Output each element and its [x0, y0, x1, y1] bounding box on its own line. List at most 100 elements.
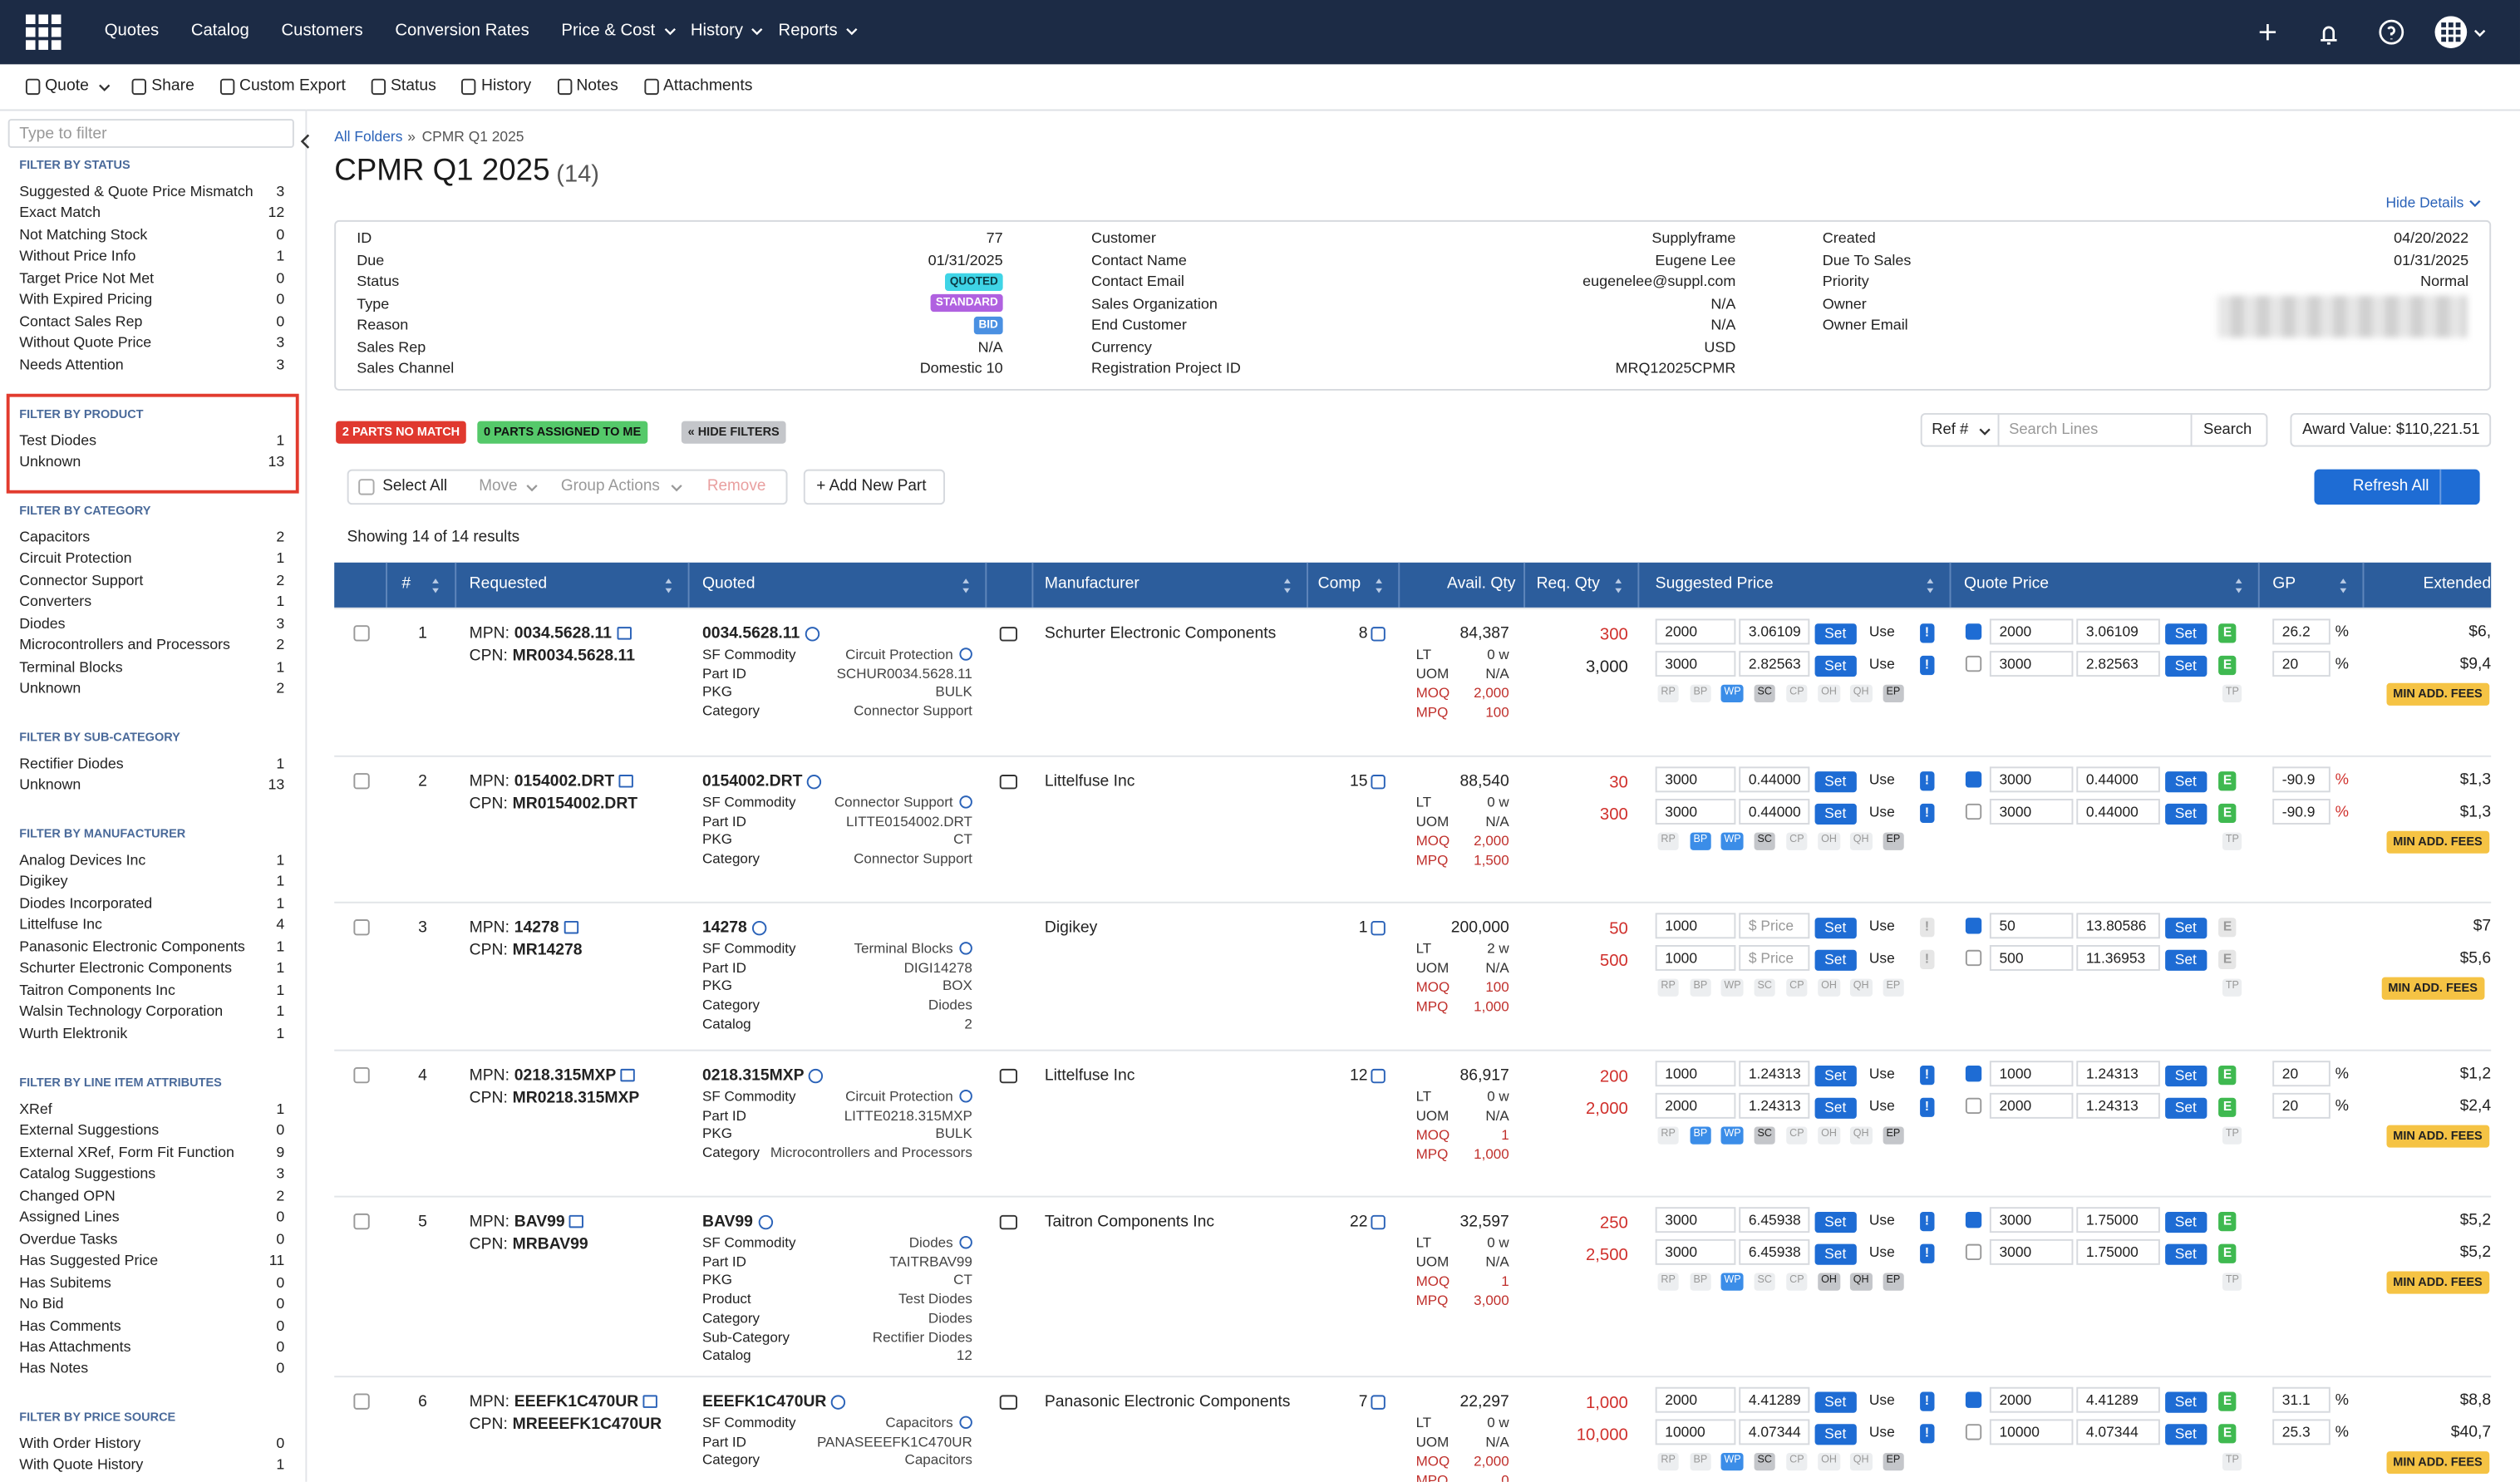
price-input[interactable]	[1739, 1238, 1810, 1265]
quote-checkbox[interactable]	[1965, 1243, 1982, 1260]
filter-item[interactable]: Has Notes	[19, 1360, 89, 1376]
filter-item[interactable]: Capacitors	[19, 529, 91, 545]
filter-item[interactable]: Circuit Protection	[19, 550, 132, 567]
toolbar-item[interactable]: Quote	[45, 76, 89, 96]
filter-item[interactable]: Exact Match	[19, 204, 101, 221]
filter-item[interactable]: Terminal Blocks	[19, 658, 123, 675]
set-button[interactable]: Set	[2165, 1424, 2207, 1445]
use-button[interactable]: Use	[1868, 1097, 1895, 1115]
qty-input[interactable]	[1655, 1386, 1736, 1413]
filter-item[interactable]: External XRef, Form Fit Function	[19, 1144, 234, 1160]
use-button[interactable]: Use	[1868, 1424, 1895, 1440]
use-button[interactable]: Use	[1868, 918, 1895, 934]
row-checkbox[interactable]	[353, 919, 370, 936]
quote-checkbox[interactable]	[1965, 1391, 1982, 1408]
nav-item[interactable]: History	[690, 21, 743, 41]
qty-input[interactable]	[1989, 1238, 2074, 1265]
set-button[interactable]: Set	[1814, 1424, 1856, 1445]
qty-input[interactable]	[1655, 1061, 1736, 1087]
use-button[interactable]: Use	[1868, 655, 1895, 672]
select-all-checkbox[interactable]	[358, 479, 375, 495]
column-header[interactable]: Quote Price	[1963, 575, 2050, 593]
gp-input[interactable]	[2272, 1092, 2331, 1119]
filter-item[interactable]: With Quote History	[19, 1456, 144, 1474]
set-button[interactable]: Set	[2165, 949, 2207, 971]
set-button[interactable]: Set	[2165, 803, 2207, 825]
set-button[interactable]: Set	[2165, 1391, 2207, 1413]
filter-item[interactable]: Overdue Tasks	[19, 1230, 118, 1247]
filter-item[interactable]: Test Diodes	[19, 432, 97, 449]
filter-item[interactable]: Littelfuse Inc	[19, 916, 102, 933]
filter-item[interactable]: Assigned Lines	[19, 1209, 120, 1225]
filter-item[interactable]: Digikey	[19, 873, 68, 890]
filter-item[interactable]: Without Quote Price	[19, 334, 152, 351]
qty-input[interactable]	[1989, 944, 2074, 971]
gp-input[interactable]	[2272, 618, 2331, 645]
price-input[interactable]	[1739, 651, 1810, 677]
row-checkbox[interactable]	[353, 1393, 370, 1410]
filter-item[interactable]: Needs Attention	[19, 356, 124, 372]
price-input[interactable]	[2076, 1061, 2160, 1087]
filter-item[interactable]: Changed OPN	[19, 1187, 116, 1204]
ref-select[interactable]: Ref #	[1932, 421, 1969, 439]
qty-input[interactable]	[1989, 651, 2074, 677]
set-button[interactable]: Set	[1814, 623, 1856, 645]
price-input[interactable]	[1739, 913, 1810, 939]
column-header[interactable]: Comp	[1317, 575, 1361, 593]
set-button[interactable]: Set	[1814, 803, 1856, 825]
quote-checkbox[interactable]	[1965, 1424, 1982, 1440]
logo[interactable]	[25, 14, 62, 50]
search-button[interactable]: Search	[2203, 421, 2252, 439]
qty-input[interactable]	[1655, 1092, 1736, 1119]
nav-item[interactable]: Quotes	[104, 21, 160, 41]
use-button[interactable]: Use	[1868, 1066, 1895, 1082]
toolbar-item[interactable]: Share	[151, 76, 194, 96]
price-input[interactable]	[1739, 944, 1810, 971]
set-button[interactable]: Set	[1814, 949, 1856, 971]
column-header[interactable]: Extended	[2423, 575, 2492, 593]
toolbar-item[interactable]: Notes	[576, 76, 618, 96]
price-input[interactable]	[2076, 1419, 2160, 1445]
filter-item[interactable]: External Suggestions	[19, 1122, 160, 1139]
price-input[interactable]	[2076, 651, 2160, 677]
set-button[interactable]: Set	[2165, 1097, 2207, 1119]
breadcrumb-link[interactable]: All Folders	[334, 128, 403, 145]
set-button[interactable]: Set	[1814, 771, 1856, 793]
gp-input[interactable]	[2272, 1386, 2331, 1413]
use-button[interactable]: Use	[1868, 771, 1895, 788]
qty-input[interactable]	[1989, 766, 2074, 793]
qty-input[interactable]	[1989, 1419, 2074, 1445]
row-checkbox[interactable]	[353, 1213, 370, 1230]
gp-input[interactable]	[2272, 766, 2331, 793]
filter-item[interactable]: With Expired Pricing	[19, 291, 153, 308]
filter-item[interactable]: Connector Support	[19, 572, 144, 588]
use-button[interactable]: Use	[1868, 1211, 1895, 1228]
gp-input[interactable]	[2272, 799, 2331, 825]
qty-input[interactable]	[1655, 766, 1736, 793]
set-button[interactable]: Set	[2165, 771, 2207, 793]
filter-item[interactable]: Analog Devices Inc	[19, 851, 146, 869]
filter-item[interactable]: Rectifier Diodes	[19, 755, 124, 772]
qty-input[interactable]	[1655, 1238, 1736, 1265]
nav-item[interactable]: Conversion Rates	[395, 21, 529, 41]
toolbar-item[interactable]: Attachments	[663, 76, 753, 96]
quote-checkbox[interactable]	[1965, 1211, 1982, 1228]
set-button[interactable]: Set	[1814, 1243, 1856, 1265]
filter-item[interactable]: Microcontrollers and Processors	[19, 637, 230, 653]
set-button[interactable]: Set	[1814, 1211, 1856, 1233]
toolbar-item[interactable]: Custom Export	[239, 76, 346, 96]
row-checkbox[interactable]	[353, 1066, 370, 1084]
set-button[interactable]: Set	[1814, 655, 1856, 677]
toolbar-item[interactable]: Status	[391, 76, 436, 96]
filter-item[interactable]: Has Comments	[19, 1317, 121, 1333]
qty-input[interactable]	[1989, 618, 2074, 645]
set-button[interactable]: Set	[2165, 918, 2207, 939]
qty-input[interactable]	[1655, 651, 1736, 677]
row-checkbox[interactable]	[353, 773, 370, 790]
filter-item[interactable]: Diodes Incorporated	[19, 894, 153, 912]
column-header[interactable]: #	[401, 575, 411, 593]
quote-checkbox[interactable]	[1965, 623, 1982, 640]
set-button[interactable]: Set	[2165, 623, 2207, 645]
price-input[interactable]	[2076, 1238, 2160, 1265]
quote-checkbox[interactable]	[1965, 918, 1982, 934]
